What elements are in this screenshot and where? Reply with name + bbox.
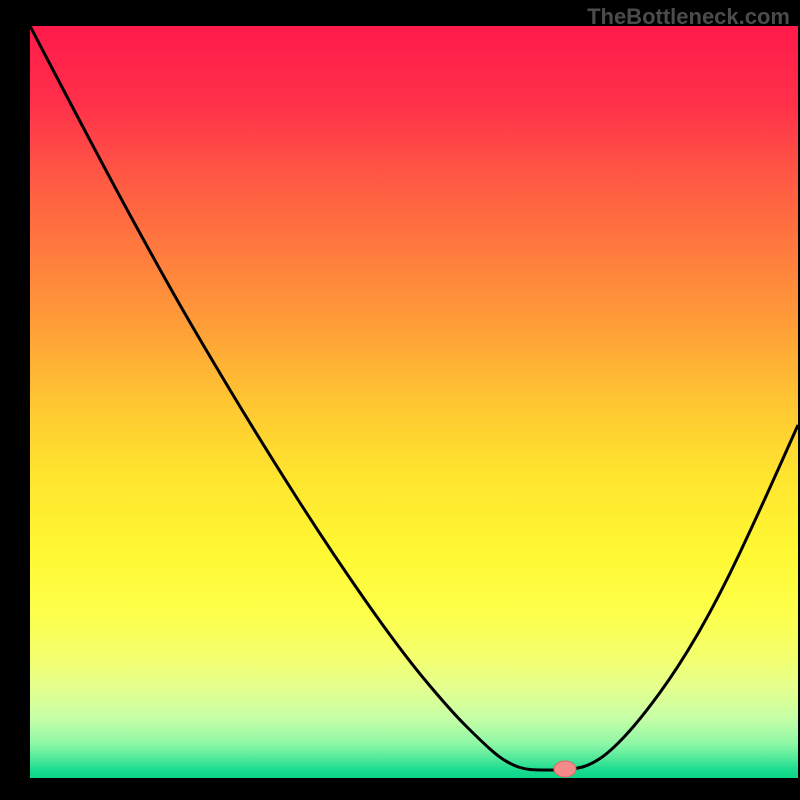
bottleneck-chart [0,0,800,800]
chart-container: { "watermark": { "text": "TheBottleneck.… [0,0,800,800]
minimum-marker [554,761,576,777]
